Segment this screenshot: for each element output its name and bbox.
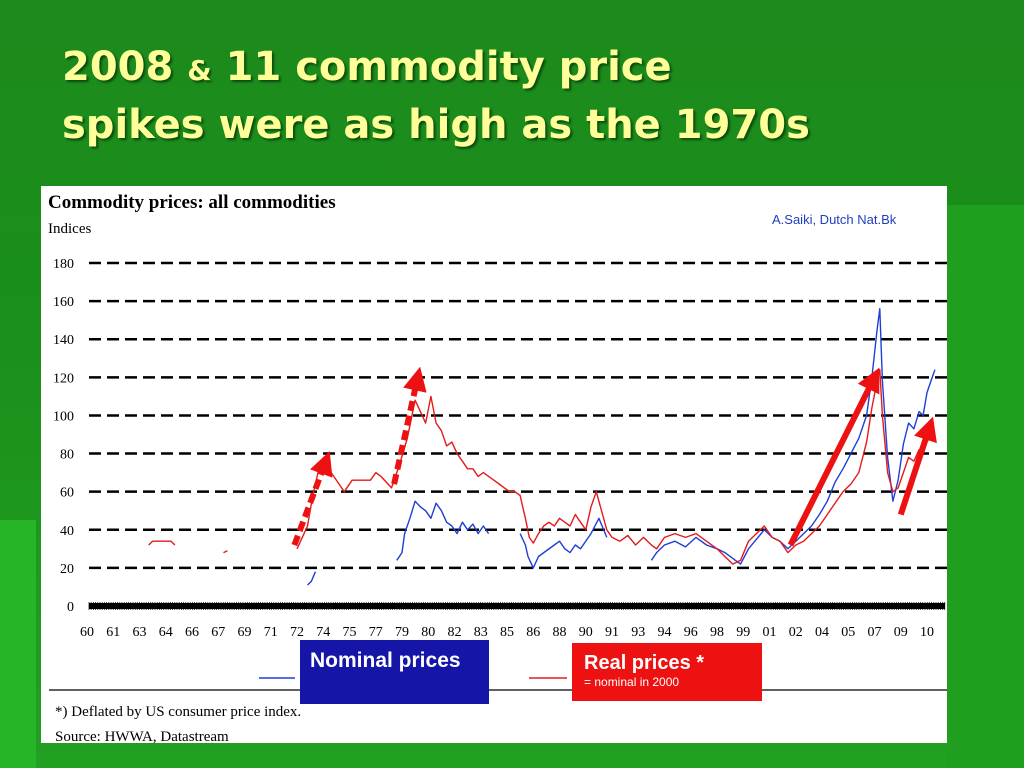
series-line-real — [223, 550, 228, 554]
x-tick-label-07: 07 — [868, 625, 882, 640]
x-tick-label-98: 98 — [710, 625, 724, 640]
x-tick-label-88: 88 — [553, 625, 567, 640]
chart-panel: Commodity prices: all commodities Indice… — [41, 186, 947, 743]
source-note: Source: HWWA, Datastream — [55, 729, 229, 743]
legend-nominal-box: Nominal prices — [300, 640, 489, 704]
x-tick-label-04: 04 — [815, 625, 829, 640]
x-tick-label-83: 83 — [474, 625, 488, 640]
title-ampersand: & — [187, 54, 212, 87]
x-tick-label-66: 66 — [185, 625, 199, 640]
trend-arrow-1 — [291, 451, 333, 547]
x-tick-label-93: 93 — [631, 625, 645, 640]
legend-real-note: = nominal in 2000 — [584, 675, 680, 689]
x-tick-label-74: 74 — [316, 625, 330, 640]
x-tick-label-02: 02 — [789, 625, 803, 640]
x-tick-label-99: 99 — [736, 625, 750, 640]
x-tick-label-05: 05 — [841, 625, 855, 640]
x-tick-label-86: 86 — [526, 625, 540, 640]
x-tick-label-79: 79 — [395, 625, 409, 640]
y-tick-label-20: 20 — [60, 562, 74, 577]
x-tick-label-60: 60 — [80, 625, 94, 640]
series-line-real — [296, 369, 936, 565]
background-accent-right — [946, 205, 1024, 768]
x-tick-label-91: 91 — [605, 625, 619, 640]
chart-credit: A.Saiki, Dutch Nat.Bk — [772, 212, 897, 227]
legend-nominal-label: Nominal prices — [310, 649, 461, 672]
y-tick-label-160: 160 — [53, 295, 74, 310]
x-tick-label-94: 94 — [658, 625, 672, 640]
x-tick-label-61: 61 — [106, 625, 120, 640]
chart-title: Commodity prices: all commodities — [48, 192, 336, 213]
x-tick-label-09: 09 — [894, 625, 908, 640]
legend-real-label: Real prices * — [584, 652, 705, 674]
x-tick-label-80: 80 — [421, 625, 435, 640]
y-tick-label-40: 40 — [60, 524, 74, 539]
series-line-nominal — [519, 517, 608, 569]
title-year: 2008 — [62, 44, 174, 90]
x-tick-label-72: 72 — [290, 625, 304, 640]
series-line-nominal — [307, 571, 317, 586]
legend-real-box: Real prices * = nominal in 2000 — [572, 643, 762, 701]
x-tick-label-01: 01 — [763, 625, 777, 640]
series-line-nominal — [650, 308, 936, 565]
x-tick-label-71: 71 — [264, 625, 278, 640]
background-accent-left — [0, 520, 36, 768]
slide-title: 2008 & 11 commodity price spikes were as… — [62, 40, 1012, 152]
series-line-real — [148, 540, 176, 546]
y-axis-label: Indices — [48, 221, 92, 237]
y-tick-label-140: 140 — [53, 333, 74, 348]
x-axis-line — [89, 603, 945, 609]
y-tick-label-0: 0 — [67, 600, 74, 615]
y-tick-label-100: 100 — [53, 409, 74, 424]
x-tick-label-64: 64 — [159, 625, 173, 640]
title-rest: 11 commodity price — [225, 44, 672, 90]
y-tick-label-80: 80 — [60, 448, 74, 463]
x-tick-label-77: 77 — [369, 625, 383, 640]
title-line-2: spikes were as high as the 1970s — [62, 102, 810, 148]
x-tick-label-82: 82 — [448, 625, 462, 640]
x-tick-label-75: 75 — [343, 625, 357, 640]
x-tick-label-10: 10 — [920, 625, 934, 640]
x-tick-label-69: 69 — [238, 625, 252, 640]
trend-arrow-4 — [897, 416, 937, 516]
x-tick-label-67: 67 — [211, 625, 225, 640]
series-line-nominal — [396, 500, 490, 561]
x-tick-label-90: 90 — [579, 625, 593, 640]
trend-arrow-3 — [787, 367, 880, 547]
x-tick-label-96: 96 — [684, 625, 698, 640]
y-tick-label-120: 120 — [53, 371, 74, 386]
trend-arrow-2 — [391, 366, 427, 485]
x-tick-label-85: 85 — [500, 625, 514, 640]
x-tick-label-63: 63 — [133, 625, 147, 640]
y-tick-label-180: 180 — [53, 257, 74, 272]
footnote: *) Deflated by US consumer price index. — [55, 704, 302, 720]
y-tick-label-60: 60 — [60, 486, 74, 501]
